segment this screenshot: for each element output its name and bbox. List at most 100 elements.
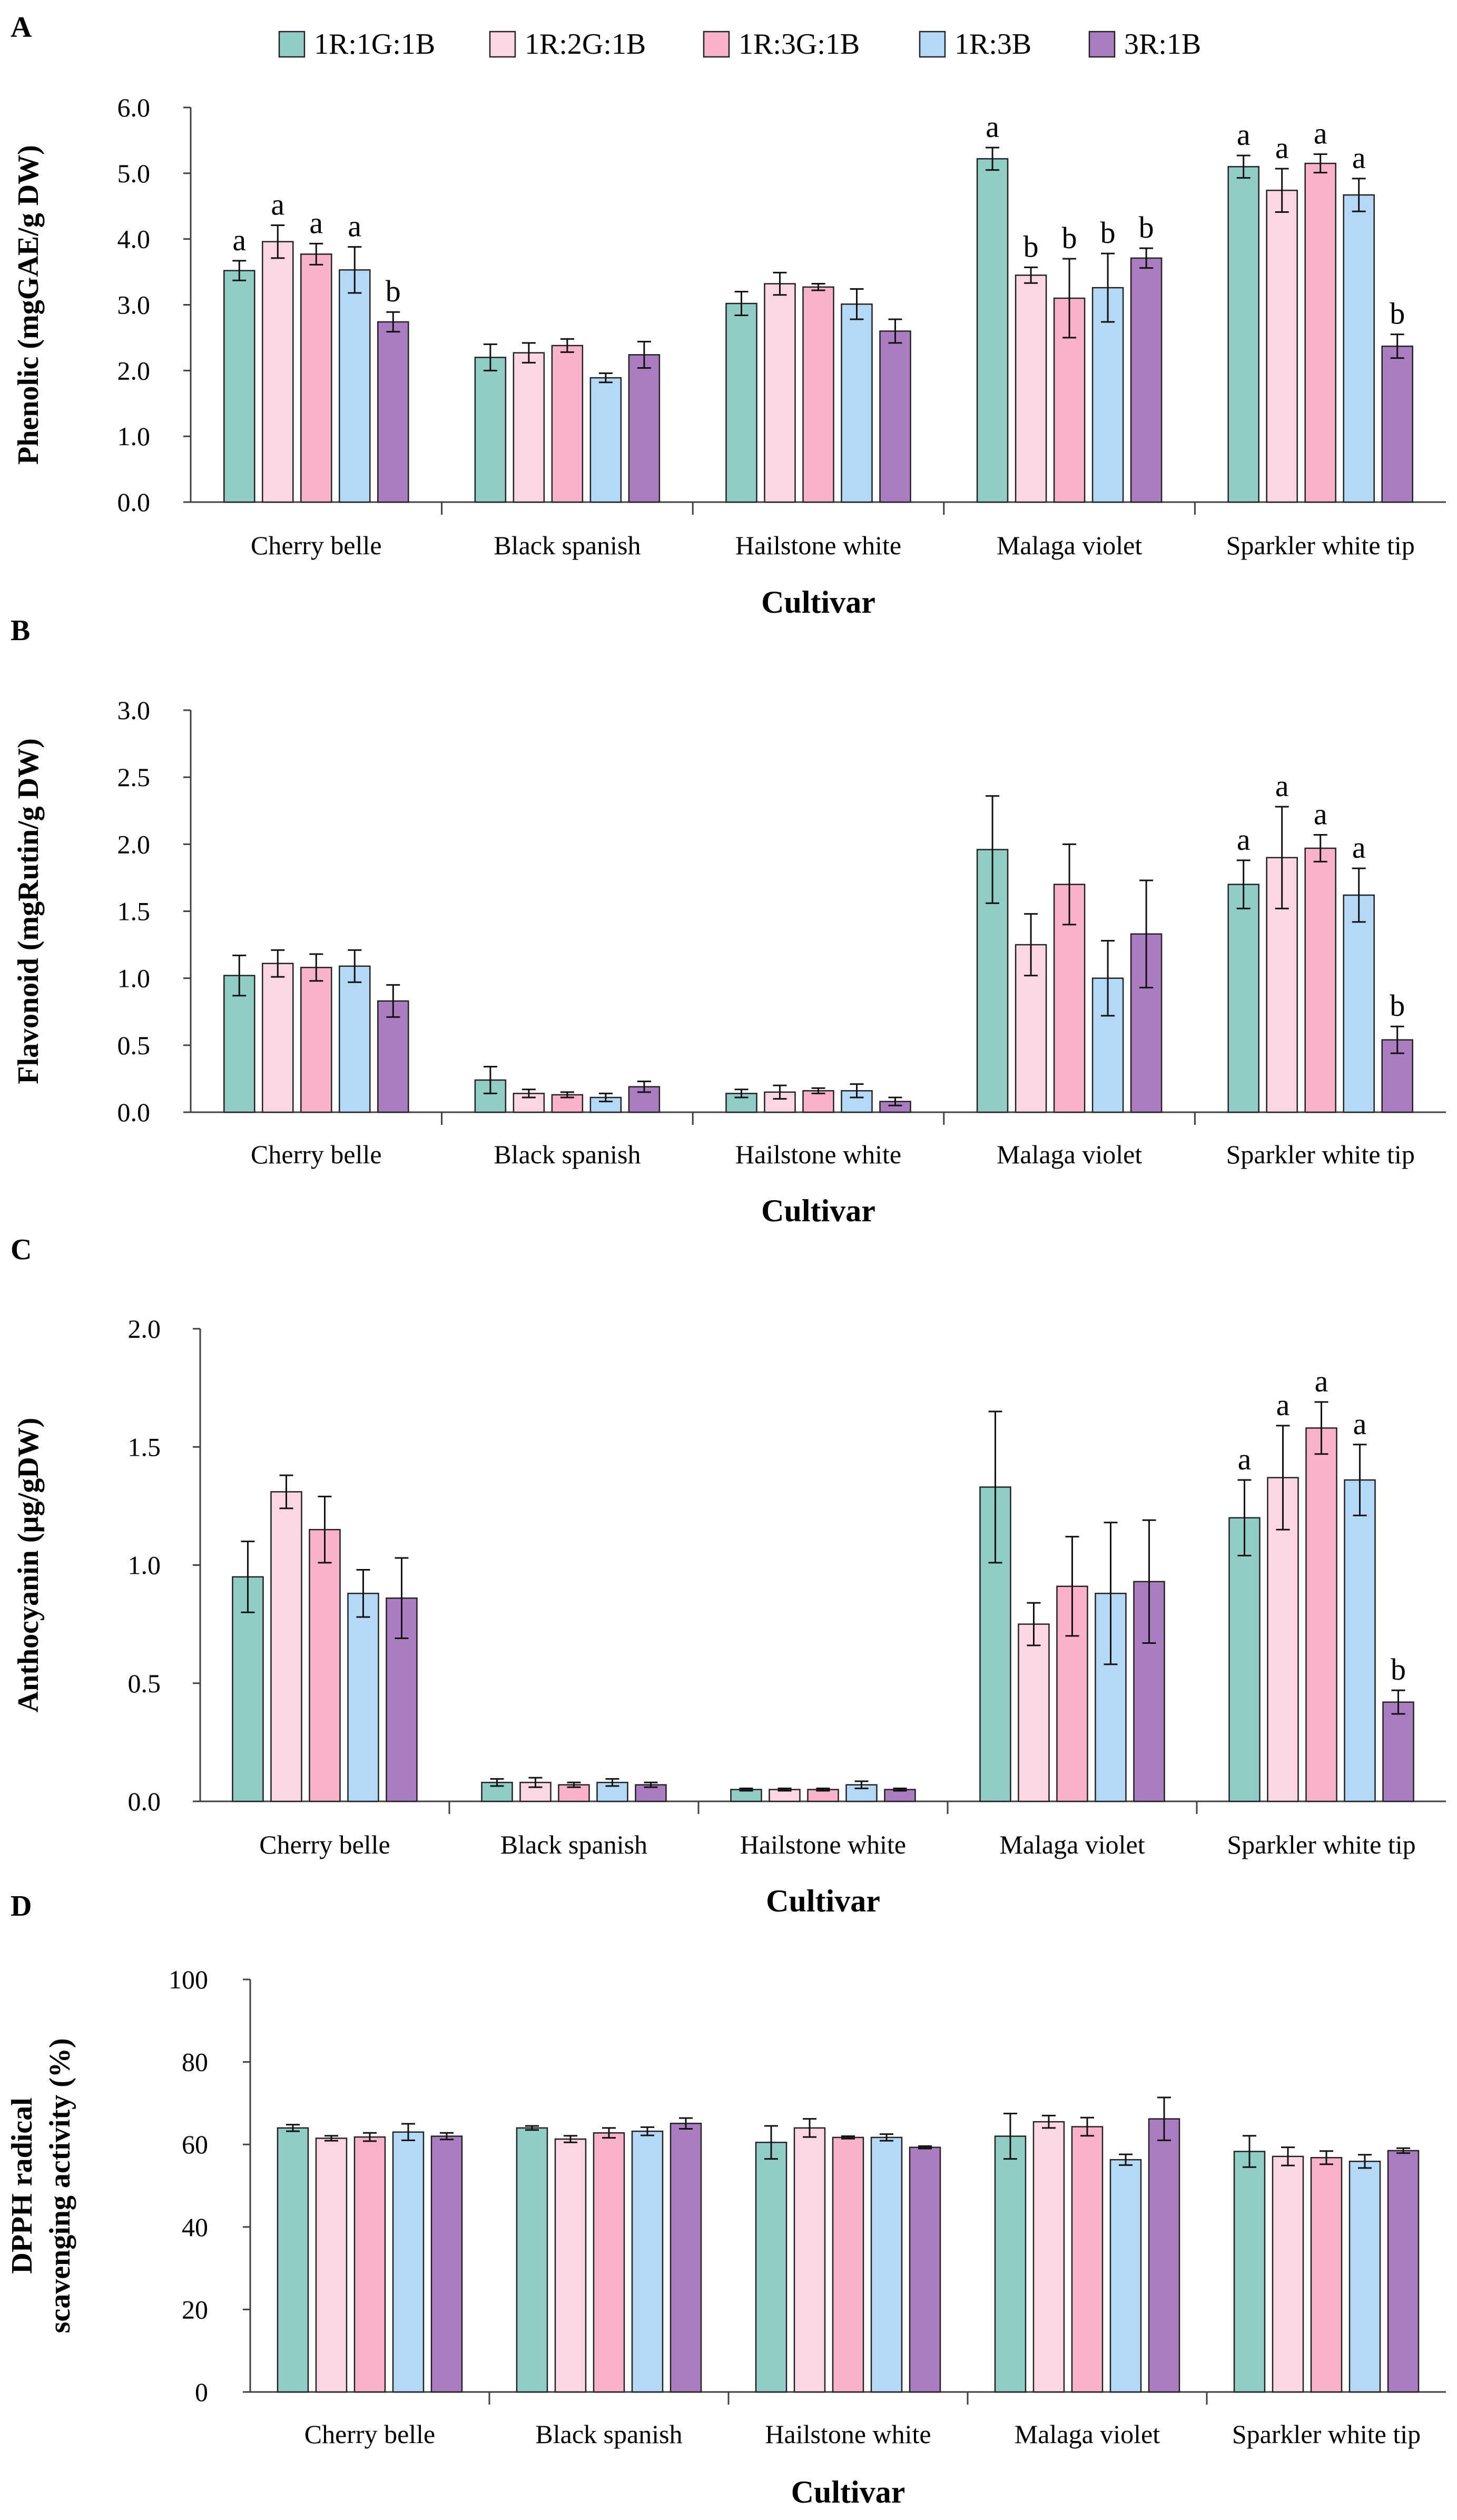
bar-1r-3b-cherry-belle	[339, 269, 371, 503]
y-tick-label: 4.0	[117, 224, 151, 254]
bar-1r-1g-1b-sparkler-white-tip	[1228, 1517, 1261, 1802]
x-axis-label: Cultivar	[766, 1884, 880, 1918]
panel-label: D	[11, 1890, 32, 1923]
bar-1r-3g-1b-cherry-belle	[300, 967, 332, 1113]
bar-1r-3g-1b-black-spanish	[551, 345, 584, 503]
significance-letter: a	[348, 209, 361, 243]
x-tick-label-hailstone-white: Hailstone white	[735, 1140, 901, 1169]
legend: 1R:1G:1B 1R:2G:1B 1R:3G:1B 1R:3B 3R:1B	[278, 28, 1201, 61]
bar-1r-1g-1b-cherry-belle	[223, 270, 255, 503]
x-tick-label-hailstone-white: Hailstone white	[765, 2419, 931, 2449]
y-tick-label: 0.5	[128, 1669, 161, 1698]
bar-1r-3g-1b-cherry-belle	[300, 253, 332, 503]
significance-letter: a	[1275, 769, 1289, 803]
significance-letter: a	[1314, 116, 1327, 151]
bar-1r-3b-cherry-belle	[339, 965, 371, 1113]
significance-letter: a	[1275, 131, 1289, 165]
significance-letter: b	[1100, 215, 1116, 250]
x-tick-label-cherry-belle: Cherry belle	[251, 531, 382, 560]
significance-letter: b	[1023, 229, 1039, 263]
bar-1r-1g-1b-malaga-violet	[994, 2135, 1027, 2393]
x-tick-label-malaga-violet: Malaga violet	[997, 531, 1142, 560]
x-tick-label-black-spanish: Black spanish	[494, 531, 641, 560]
legend-label-1r-3g-1b: 1R:3G:1B	[739, 28, 860, 61]
y-tick-label: 2.0	[117, 829, 151, 859]
bar-1r-2g-1b-malaga-violet	[1018, 1623, 1050, 1802]
legend-label-1r-1g-1b: 1R:1G:1B	[314, 28, 435, 61]
bar-1r-3g-1b-sparkler-white-tip	[1304, 847, 1336, 1113]
significance-letter: b	[1062, 221, 1077, 255]
x-tick-label-black-spanish: Black spanish	[494, 1140, 641, 1169]
x-tick-label-hailstone-white: Hailstone white	[735, 531, 901, 560]
panel-label: A	[11, 11, 32, 44]
bar-1r-3g-1b-cherry-belle	[353, 2136, 386, 2393]
legend-label-3r-1b: 3R:1B	[1124, 28, 1201, 61]
legend-swatch-3r-1b	[1088, 31, 1116, 58]
significance-letter: a	[1353, 1407, 1367, 1441]
significance-letter: a	[1237, 822, 1251, 857]
significance-letter: b	[1390, 297, 1405, 331]
x-tick-label-malaga-violet: Malaga violet	[997, 1140, 1142, 1169]
y-tick-label: 100	[169, 1965, 208, 1994]
bar-1r-1g-1b-sparkler-white-tip	[1227, 166, 1259, 503]
bar-3r-1b-black-spanish	[628, 354, 661, 503]
y-axis-label: Flavonoid (mgRutin/g DW)	[12, 738, 45, 1084]
bar-1r-2g-1b-cherry-belle	[270, 1491, 302, 1802]
bar-3r-1b-malaga-violet	[1148, 2118, 1180, 2393]
bar-3r-1b-cherry-belle	[430, 2135, 463, 2393]
significance-letter: b	[1390, 988, 1405, 1023]
bar-1r-3b-sparkler-white-tip	[1343, 894, 1375, 1113]
bar-1r-1g-1b-sparkler-white-tip	[1227, 884, 1259, 1113]
bar-1r-3b-malaga-violet	[1109, 2159, 1142, 2393]
bar-1r-2g-1b-cherry-belle	[262, 241, 294, 503]
bar-1r-1g-1b-cherry-belle	[277, 2127, 309, 2393]
bar-1r-3b-cherry-belle	[347, 1593, 379, 1802]
significance-letter: a	[986, 110, 999, 144]
legend-swatch-1r-2g-1b	[489, 31, 516, 58]
legend-label-1r-3b: 1R:3B	[954, 28, 1031, 61]
bar-3r-1b-cherry-belle	[377, 1000, 409, 1113]
y-tick-label: 2.5	[117, 762, 151, 792]
y-tick-label: 1.0	[117, 421, 151, 451]
y-axis-label: Phenolic (mgGAE/g DW)	[12, 145, 45, 465]
bar-1r-3b-malaga-violet	[1091, 287, 1124, 503]
y-tick-label: 5.0	[117, 159, 151, 188]
significance-letter: b	[386, 274, 401, 308]
bar-1r-1g-1b-malaga-violet	[976, 158, 1009, 503]
legend-swatch-1r-3g-1b	[703, 31, 730, 58]
bar-1r-3b-sparkler-white-tip	[1348, 2161, 1381, 2393]
x-axis-label: Cultivar	[761, 1193, 875, 1228]
bar-3r-1b-sparkler-white-tip	[1381, 345, 1413, 503]
x-axis-label: Cultivar	[761, 585, 875, 620]
y-axis-label: Anthocyanin (µg/gDW)	[12, 1418, 45, 1713]
x-tick-label-cherry-belle: Cherry belle	[304, 2419, 436, 2449]
bar-1r-3b-black-spanish	[589, 377, 622, 503]
y-tick-label: 3.0	[117, 695, 151, 725]
bar-3r-1b-cherry-belle	[377, 321, 409, 503]
significance-letter: a	[1315, 1364, 1328, 1398]
y-tick-label: 40	[182, 2212, 208, 2242]
bar-1r-3b-hailstone-white	[870, 2136, 903, 2393]
y-tick-label: 6.0	[117, 93, 151, 122]
significance-letter: a	[309, 205, 323, 240]
y-tick-label: 0.5	[117, 1031, 151, 1060]
bar-3r-1b-sparkler-white-tip	[1382, 1701, 1414, 1802]
bar-3r-1b-sparkler-white-tip	[1387, 2150, 1420, 2393]
bar-1r-2g-1b-black-spanish	[554, 2138, 587, 2393]
y-tick-label: 2.0	[117, 356, 151, 385]
legend-label-1r-2g-1b: 1R:2G:1B	[525, 28, 646, 61]
y-tick-label: 20	[182, 2295, 208, 2324]
legend-swatch-1r-1g-1b	[278, 31, 306, 58]
y-axis-label: scavenging activity (%)	[44, 2038, 76, 2333]
bar-1r-3g-1b-sparkler-white-tip	[1305, 1427, 1337, 1802]
bar-1r-2g-1b-sparkler-white-tip	[1266, 190, 1298, 503]
significance-letter: a	[1352, 141, 1366, 175]
bar-1r-2g-1b-hailstone-white	[793, 2127, 826, 2393]
bar-1r-2g-1b-malaga-violet	[1015, 274, 1047, 503]
panel-label: C	[11, 1233, 32, 1266]
x-tick-label-sparkler-white-tip: Sparkler white tip	[1226, 531, 1415, 560]
significance-letter: a	[1352, 830, 1366, 865]
bar-1r-3b-black-spanish	[631, 2130, 664, 2393]
bar-1r-3g-1b-black-spanish	[593, 2132, 625, 2393]
bar-1r-3g-1b-cherry-belle	[309, 1528, 341, 1802]
